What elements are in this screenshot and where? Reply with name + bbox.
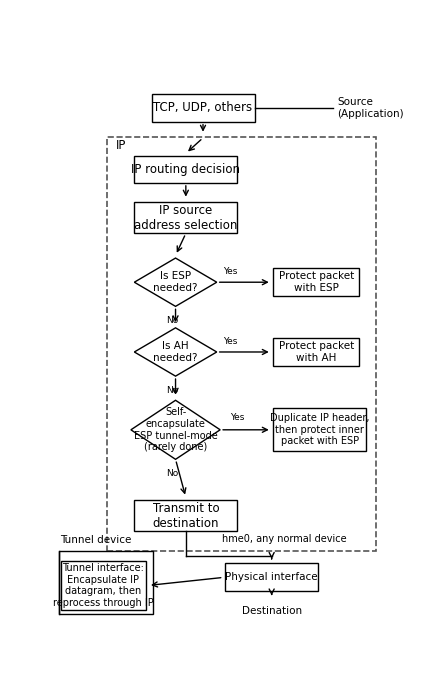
Text: No: No bbox=[166, 316, 178, 325]
Text: Tunnel interface:
Encapsulate IP
datagram, then
reprocess through IP: Tunnel interface: Encapsulate IP datagra… bbox=[53, 563, 154, 608]
Text: Yes: Yes bbox=[230, 413, 245, 422]
Text: Source
(Application): Source (Application) bbox=[337, 97, 404, 118]
Polygon shape bbox=[134, 258, 217, 307]
FancyBboxPatch shape bbox=[134, 500, 237, 531]
Text: Is AH
needed?: Is AH needed? bbox=[153, 342, 198, 362]
Text: Yes: Yes bbox=[223, 337, 237, 346]
Text: IP routing decision: IP routing decision bbox=[131, 163, 241, 176]
FancyBboxPatch shape bbox=[273, 408, 366, 451]
FancyBboxPatch shape bbox=[134, 156, 237, 183]
Text: hme0, any normal device: hme0, any normal device bbox=[222, 534, 346, 544]
Text: Destination: Destination bbox=[241, 606, 302, 615]
FancyBboxPatch shape bbox=[273, 268, 359, 296]
Text: Physical interface: Physical interface bbox=[225, 572, 318, 583]
Text: Tunnel device: Tunnel device bbox=[61, 535, 132, 545]
Polygon shape bbox=[131, 400, 220, 459]
FancyBboxPatch shape bbox=[152, 94, 254, 122]
FancyBboxPatch shape bbox=[61, 561, 146, 610]
Text: Is ESP
needed?: Is ESP needed? bbox=[153, 271, 198, 293]
Text: IP: IP bbox=[116, 139, 126, 152]
Text: IP source
address selection: IP source address selection bbox=[134, 204, 237, 232]
Text: Transmit to
destination: Transmit to destination bbox=[152, 502, 219, 530]
Text: Yes: Yes bbox=[223, 267, 237, 276]
Text: Self-
encapsulate
ESP tunnel-mode
(rarely done): Self- encapsulate ESP tunnel-mode (rarel… bbox=[134, 408, 218, 452]
Text: Protect packet
with AH: Protect packet with AH bbox=[279, 342, 354, 362]
FancyBboxPatch shape bbox=[134, 202, 237, 233]
FancyBboxPatch shape bbox=[273, 338, 359, 366]
Text: Duplicate IP header,
then protect inner
packet with ESP: Duplicate IP header, then protect inner … bbox=[270, 413, 369, 446]
Text: TCP, UDP, others: TCP, UDP, others bbox=[153, 101, 253, 114]
Text: No: No bbox=[166, 469, 178, 478]
Polygon shape bbox=[134, 328, 217, 376]
Text: Protect packet
with ESP: Protect packet with ESP bbox=[279, 271, 354, 293]
Text: No: No bbox=[166, 386, 178, 395]
FancyBboxPatch shape bbox=[225, 563, 318, 591]
